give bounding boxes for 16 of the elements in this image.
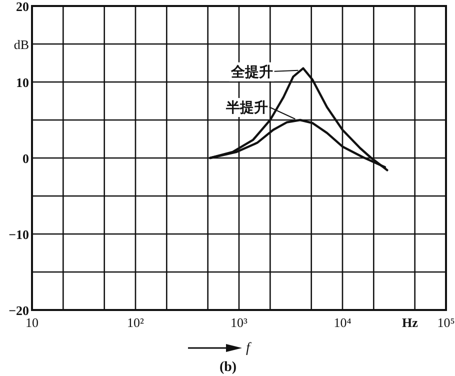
x-tick-label: 10⁵	[437, 315, 455, 330]
x-tick-label: 10²	[127, 315, 144, 330]
y-tick-label: 10	[16, 75, 29, 90]
y-tick-label: 0	[22, 151, 29, 166]
text: f	[246, 341, 252, 356]
y-tick-label: 20	[16, 0, 29, 14]
y-axis-title: dB	[14, 37, 30, 52]
legend-label: 半提升	[225, 99, 268, 116]
legend-label: 全提升	[230, 63, 274, 80]
x-tick-label: 10³	[230, 315, 248, 330]
y-tick-label: −10	[8, 227, 29, 242]
text: (b)	[219, 360, 237, 375]
x-tick-label: 10⁴	[334, 315, 352, 330]
y-tick-label: −20	[8, 303, 29, 318]
x-axis-title: Hz	[402, 315, 418, 330]
x-tick-label: 10	[26, 315, 38, 330]
